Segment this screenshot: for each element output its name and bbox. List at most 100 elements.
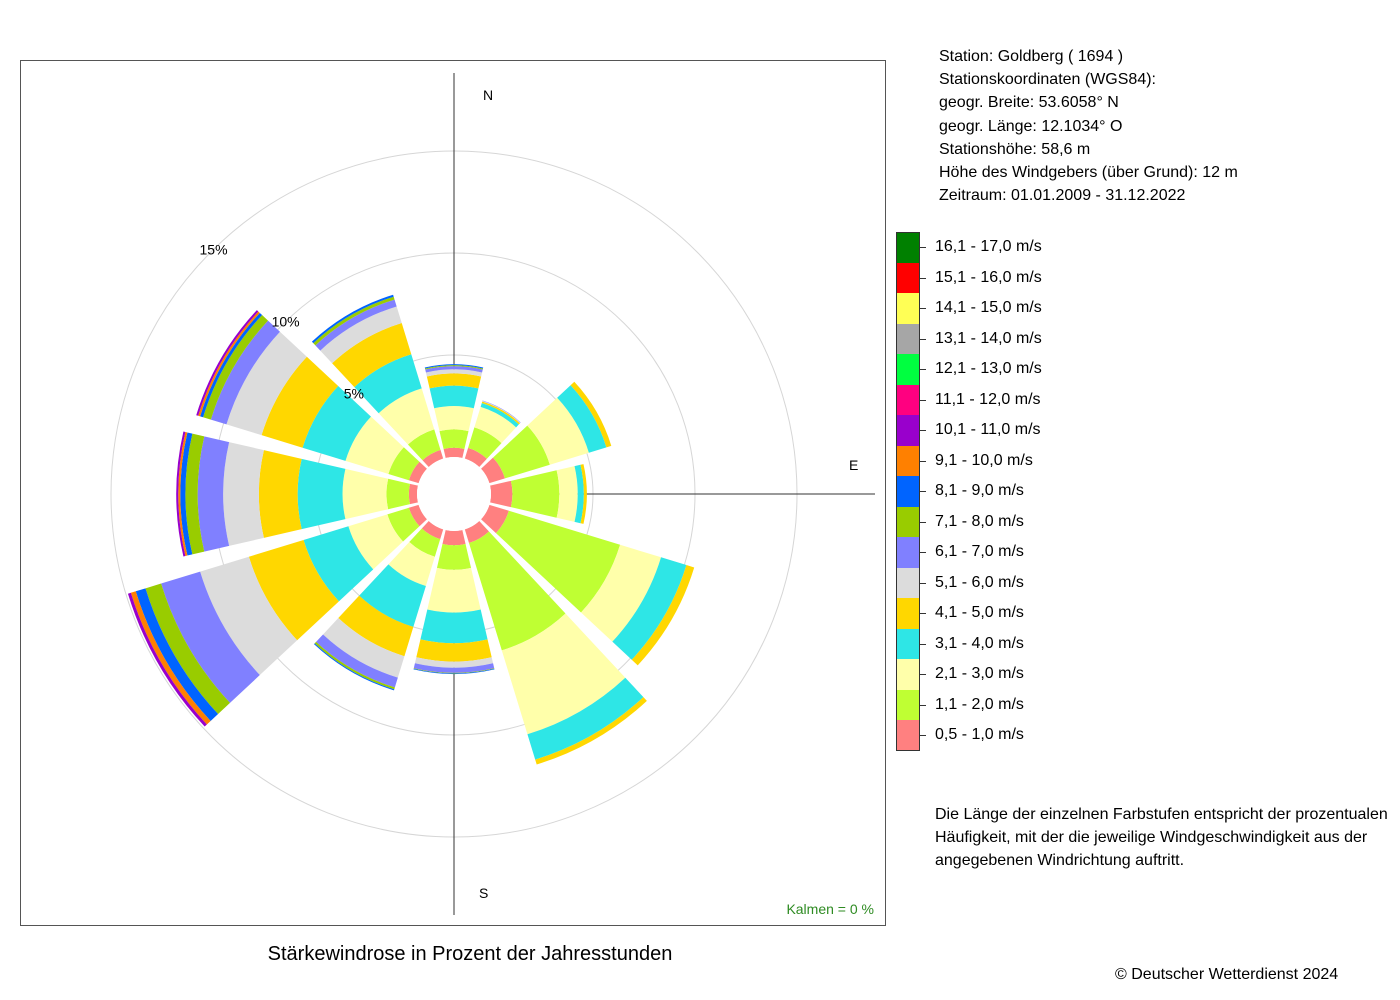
sector-300-bin-8 bbox=[203, 315, 269, 420]
sector-180-bin-5 bbox=[416, 639, 492, 662]
legend-label: 4,1 - 5,0 m/s bbox=[935, 604, 1024, 621]
sector-240 bbox=[127, 504, 427, 727]
calm-center-circle bbox=[417, 457, 491, 531]
station-longitude: geogr. Länge: 12.1034° O bbox=[939, 117, 1123, 135]
sector-0-bin-8 bbox=[425, 365, 483, 370]
legend-label: 9,1 - 10,0 m/s bbox=[935, 451, 1033, 469]
legend-label: 2,1 - 3,0 m/s bbox=[935, 665, 1024, 682]
sector-60-bin-4 bbox=[557, 385, 607, 453]
sector-30-bin-5 bbox=[481, 401, 520, 425]
legend-tick bbox=[920, 582, 926, 584]
legend-tick bbox=[920, 491, 926, 492]
sector-120-bin-3 bbox=[581, 544, 662, 642]
legend-item: 5,1 - 6,0 m/s bbox=[896, 567, 1096, 598]
copyright: © Deutscher Wetterdienst 2024 bbox=[1115, 966, 1339, 983]
legend-label: 12,1 - 13,0 m/s bbox=[935, 360, 1042, 377]
legend-tick bbox=[920, 247, 926, 248]
legend-label: 14,1 - 15,0 m/s bbox=[935, 299, 1042, 316]
sector-270-bin-1 bbox=[408, 483, 418, 505]
compass-label-east: E bbox=[849, 457, 858, 473]
calms-label: Kalmen = 0 % bbox=[786, 901, 874, 917]
sector-30-bin-1 bbox=[464, 447, 487, 467]
sector-180-bin-9 bbox=[413, 668, 495, 675]
legend-item: 12,1 - 13,0 m/s bbox=[896, 354, 1096, 385]
sector-0-bin-1 bbox=[443, 447, 465, 458]
sector-270-bin-3 bbox=[342, 468, 389, 520]
sector-240-bin-10 bbox=[130, 591, 211, 725]
sector-0-bin-5 bbox=[426, 373, 482, 389]
sector-330 bbox=[311, 294, 444, 467]
sector-210 bbox=[313, 521, 444, 691]
sector-0-bin-7 bbox=[425, 366, 483, 373]
legend-tick bbox=[920, 613, 926, 614]
wind-rose-svg: 5% 10% 15% N E S Kalmen = 0 % bbox=[110, 73, 875, 917]
ring-label-10: 10% bbox=[272, 314, 300, 330]
sector-90 bbox=[490, 464, 587, 524]
sector-180 bbox=[413, 530, 495, 675]
sector-270 bbox=[176, 431, 418, 557]
sector-150-bin-2 bbox=[468, 531, 566, 651]
sector-330-bin-5 bbox=[332, 323, 412, 388]
legend-item: 15,1 - 16,0 m/s bbox=[896, 262, 1096, 293]
sector-180-bin-8 bbox=[413, 668, 495, 674]
sector-60-bin-2 bbox=[493, 425, 550, 479]
ring-labels: 5% 10% 15% bbox=[200, 242, 364, 402]
sector-300-bin-4 bbox=[302, 385, 371, 461]
legend-tick bbox=[920, 704, 926, 706]
sector-330-bin-3 bbox=[378, 388, 435, 445]
legend-tick bbox=[920, 399, 926, 401]
sector-90-bin-4 bbox=[574, 464, 584, 524]
sector-270-bin-8 bbox=[185, 433, 205, 555]
legend-item: 0,5 - 1,0 m/s bbox=[896, 720, 1096, 751]
legend-label: 8,1 - 9,0 m/s bbox=[935, 482, 1024, 499]
sector-210-bin-3 bbox=[388, 541, 435, 586]
legend-item: 11,1 - 12,0 m/s bbox=[896, 384, 1096, 415]
legend-tick bbox=[920, 674, 926, 675]
legend-label: 10,1 - 11,0 m/s bbox=[935, 421, 1041, 438]
sector-0-bin-6 bbox=[425, 369, 483, 377]
sector-90-bin-1 bbox=[490, 480, 513, 508]
ring-label-15: 15% bbox=[200, 242, 228, 258]
legend-item: 1,1 - 2,0 m/s bbox=[896, 689, 1096, 720]
sector-30 bbox=[464, 400, 521, 467]
legend-swatch bbox=[896, 262, 920, 293]
sector-300-bin-2 bbox=[388, 447, 420, 481]
sector-90-bin-3 bbox=[556, 466, 578, 522]
sector-150-bin-4 bbox=[527, 677, 644, 760]
sector-60-bin-5 bbox=[570, 381, 612, 448]
legend-item: 16,1 - 17,0 m/s bbox=[896, 232, 1096, 263]
legend-label: 3,1 - 4,0 m/s bbox=[935, 634, 1024, 652]
legend-tick bbox=[920, 521, 926, 523]
legend-item: 13,1 - 14,0 m/s bbox=[896, 323, 1096, 354]
legend-tick bbox=[920, 460, 926, 462]
legend-tick bbox=[920, 277, 926, 279]
legend-item: 8,1 - 9,0 m/s bbox=[896, 476, 1096, 507]
sector-60-bin-3 bbox=[527, 397, 589, 465]
sector-330-bin-8 bbox=[313, 296, 395, 346]
sector-270-bin-4 bbox=[297, 458, 346, 530]
sector-90-bin-5 bbox=[580, 464, 587, 524]
sector-240-bin-7 bbox=[161, 571, 260, 703]
legend-item: 2,1 - 3,0 m/s bbox=[896, 659, 1096, 690]
sector-210-bin-1 bbox=[421, 521, 444, 540]
sector-120 bbox=[481, 504, 695, 666]
legend-label: 15,1 - 16,0 m/s bbox=[935, 268, 1042, 286]
legend-label: 0,5 - 1,0 m/s bbox=[935, 726, 1024, 743]
legend-item: 4,1 - 5,0 m/s bbox=[896, 598, 1096, 629]
legend-label: 1,1 - 2,0 m/s bbox=[935, 695, 1024, 713]
legend-tick bbox=[920, 643, 926, 645]
sector-0 bbox=[424, 364, 484, 458]
sector-330-bin-7 bbox=[315, 299, 397, 351]
sector-180-bin-2 bbox=[436, 543, 472, 570]
sector-270-bin-5 bbox=[258, 450, 302, 538]
time-period: Zeitraum: 01.01.2009 - 31.12.2022 bbox=[939, 187, 1186, 205]
legend-tick bbox=[920, 338, 926, 340]
sector-240-bin-1 bbox=[408, 504, 427, 527]
sector-180-bin-6 bbox=[414, 657, 494, 668]
explanation-note: Die Länge der einzelnen Farbstufen entsp… bbox=[935, 806, 1388, 870]
legend-label: 5,1 - 6,0 m/s bbox=[935, 573, 1024, 591]
station-info: Station: Goldberg ( 1694 ) Stationskoord… bbox=[939, 45, 1238, 207]
sector-240-bin-9 bbox=[135, 588, 219, 721]
sector-60-bin-1 bbox=[481, 457, 505, 484]
sector-210-bin-5 bbox=[338, 595, 414, 657]
